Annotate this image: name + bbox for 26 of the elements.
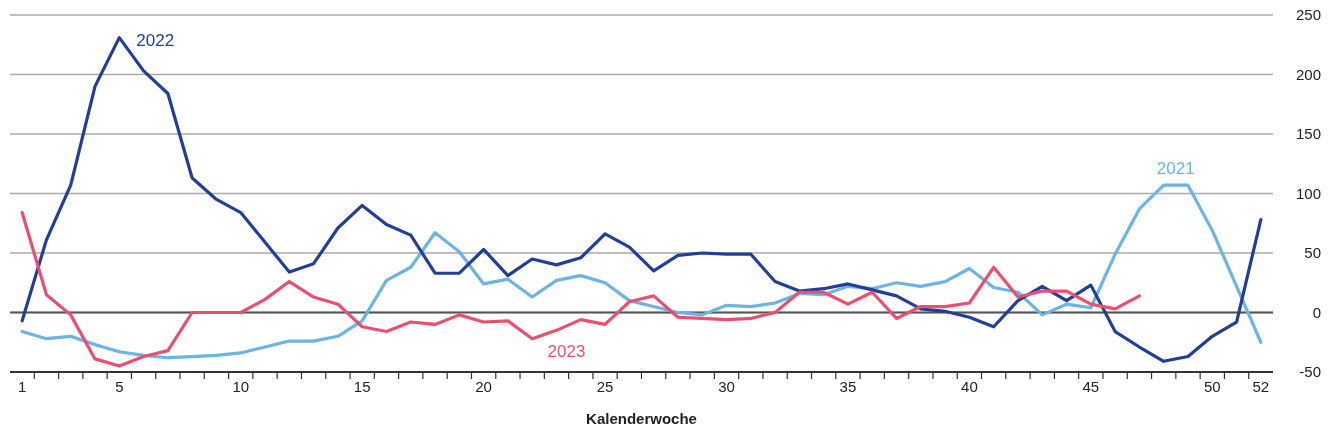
x-tick-label: 1 [17, 378, 27, 395]
x-tick-label: 35 [839, 378, 857, 395]
y-tick-label: 100 [1295, 184, 1321, 202]
x-tick-label: 5 [115, 378, 124, 395]
x-tick-label: 52 [1252, 378, 1270, 395]
x-tick-label: 10 [232, 378, 250, 395]
x-tick-label: 15 [353, 378, 371, 395]
series-label: 2021 [1156, 158, 1195, 178]
y-tick-label: 200 [1295, 65, 1321, 83]
x-tick-label: 25 [596, 378, 614, 395]
y-tick-label: 250 [1295, 6, 1321, 24]
x-tick-label: 30 [718, 378, 735, 395]
x-tick-label: 45 [1082, 378, 1100, 395]
line-series [20, 183, 1263, 360]
y-tick-label: 150 [1295, 125, 1321, 143]
line-series [20, 210, 1142, 368]
x-tick-label: 20 [475, 378, 492, 395]
x-tick-label: 50 [1203, 378, 1221, 395]
y-tick-label: 50 [1304, 244, 1321, 262]
y-tick-label: -50 [1299, 363, 1321, 381]
y-tick-label: 0 [1312, 303, 1321, 321]
x-tick-label: 40 [961, 378, 978, 395]
line-series [20, 36, 1263, 363]
series-label: 2022 [136, 31, 175, 51]
x-axis-title: Kalenderwoche [586, 410, 697, 427]
series-label: 2023 [547, 341, 586, 361]
